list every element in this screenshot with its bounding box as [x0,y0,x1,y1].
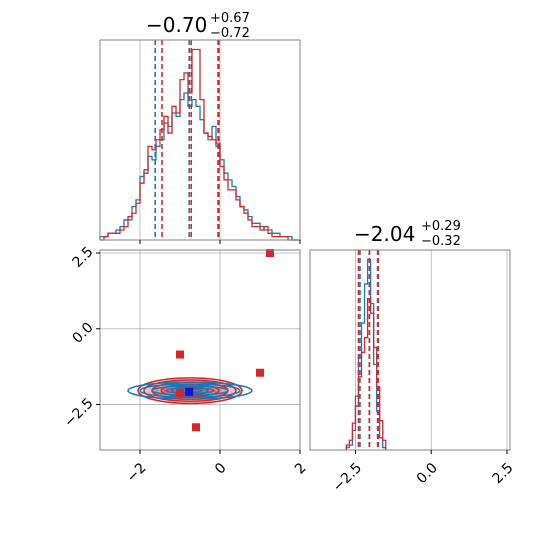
tick-label-x0: −2 [124,460,150,486]
title-1-plus: +0.29 [421,219,461,234]
panel-2d: −2 0 2 −2.5 0.0 2.5 [61,244,309,486]
scatter-point [156,389,159,392]
scatter-point [156,388,159,391]
scatter-point [230,391,233,394]
ticks-hist-x0 [139,240,301,244]
scatter-point [155,390,158,393]
scatter-point [232,388,235,391]
title-0-plus: +0.67 [210,11,250,26]
tick-label-x0: 2 [292,460,310,478]
scatter-point [173,389,176,392]
tick-label-x1-left: 2.5 [70,244,97,271]
scatter-point [209,389,212,392]
marker-red [266,249,274,258]
marker-red [192,423,200,432]
title-param-1: −2.04 +0.29 −0.32 [354,219,461,249]
markers [176,249,274,432]
panel-frame-x1 [309,249,511,451]
scatter-point [204,389,207,392]
tick-label-x1-bottom: 0.0 [414,460,441,487]
scatter-point [218,388,221,391]
title-1-minus: −0.32 [421,234,461,249]
panel-hist-x1: −2.5 0.0 2.5 [309,249,517,495]
marker-red [256,368,264,377]
tick-label-x1-bottom: −2.5 [330,460,365,495]
tick-label-x1-bottom: 2.5 [490,460,517,487]
marker-blue [185,387,194,396]
contour-blue [127,381,253,400]
panel-frame-x0 [99,39,301,241]
scatter-point [205,389,208,392]
marker-red [176,350,184,359]
tick-label-x1-left: −2.5 [61,395,96,430]
ticks-hist-x1: −2.5 0.0 2.5 [330,450,517,495]
tick-label-x1-left: 0.0 [70,320,97,347]
scatter-point [149,387,152,390]
marker-red [176,389,184,398]
title-param-0: −0.70 +0.67 −0.72 [146,11,250,41]
hist-x0-red-series [100,48,300,241]
title-1-median: −2.04 [354,222,415,246]
hist-x1-red-series [345,297,387,450]
scatter-point [174,390,177,393]
contour-blue [139,383,241,399]
panel-frame-2d [99,249,301,451]
panel-hist-x0 [99,39,301,244]
tick-label-x0: 0 [212,460,230,478]
quantile-lines-x0 [154,40,220,240]
quantile-lines-x1 [357,250,379,450]
scatter-point [162,390,165,393]
title-0-minus: −0.72 [210,26,250,41]
title-0-median: −0.70 [146,13,207,37]
